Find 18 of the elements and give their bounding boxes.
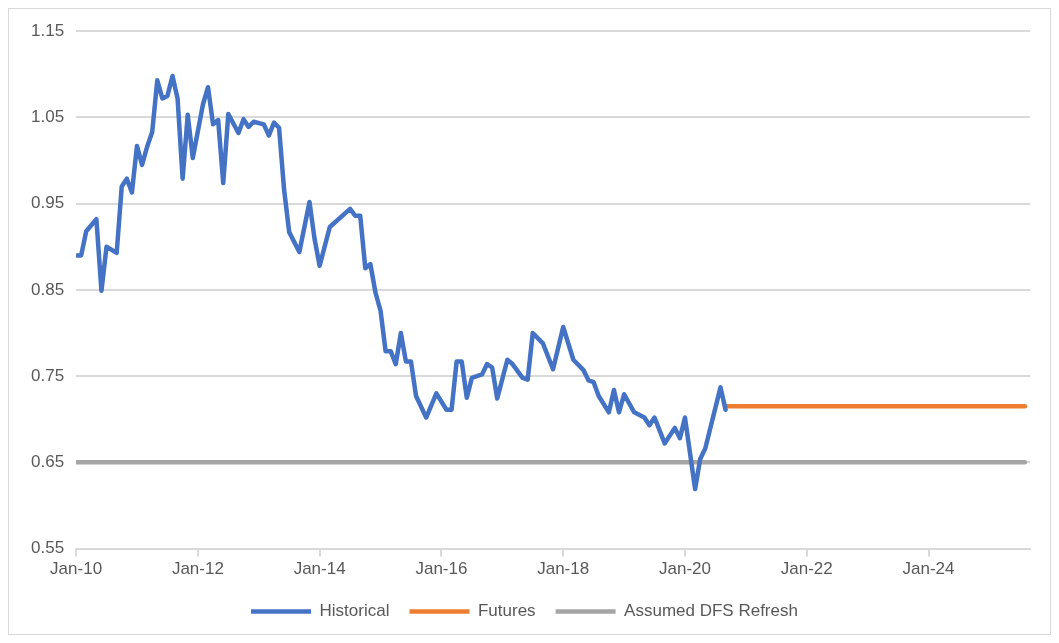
y-tick-label: 1.15 — [30, 20, 65, 40]
x-tick-label: Jan-16 — [415, 559, 468, 579]
x-tick-label: Jan-14 — [293, 559, 346, 579]
y-tick-label: 1.05 — [30, 107, 65, 127]
y-tick-label: 0.55 — [30, 538, 65, 558]
legend-label: Futures — [477, 601, 536, 621]
y-tick-label: 0.75 — [30, 365, 65, 385]
x-tick-label: Jan-18 — [537, 559, 590, 579]
x-tick-label: Jan-10 — [50, 559, 103, 579]
y-tick-label: 0.85 — [30, 279, 65, 299]
y-tick-label: 0.65 — [30, 452, 65, 472]
legend-label: Assumed DFS Refresh — [624, 601, 798, 621]
x-tick-label: Jan-20 — [658, 559, 711, 579]
x-tick-label: Jan-22 — [780, 559, 833, 579]
legend-label: Historical — [319, 601, 390, 621]
y-tick-label: 0.95 — [30, 193, 65, 213]
x-tick-label: Jan-24 — [902, 559, 955, 579]
x-tick-label: Jan-12 — [171, 559, 224, 579]
